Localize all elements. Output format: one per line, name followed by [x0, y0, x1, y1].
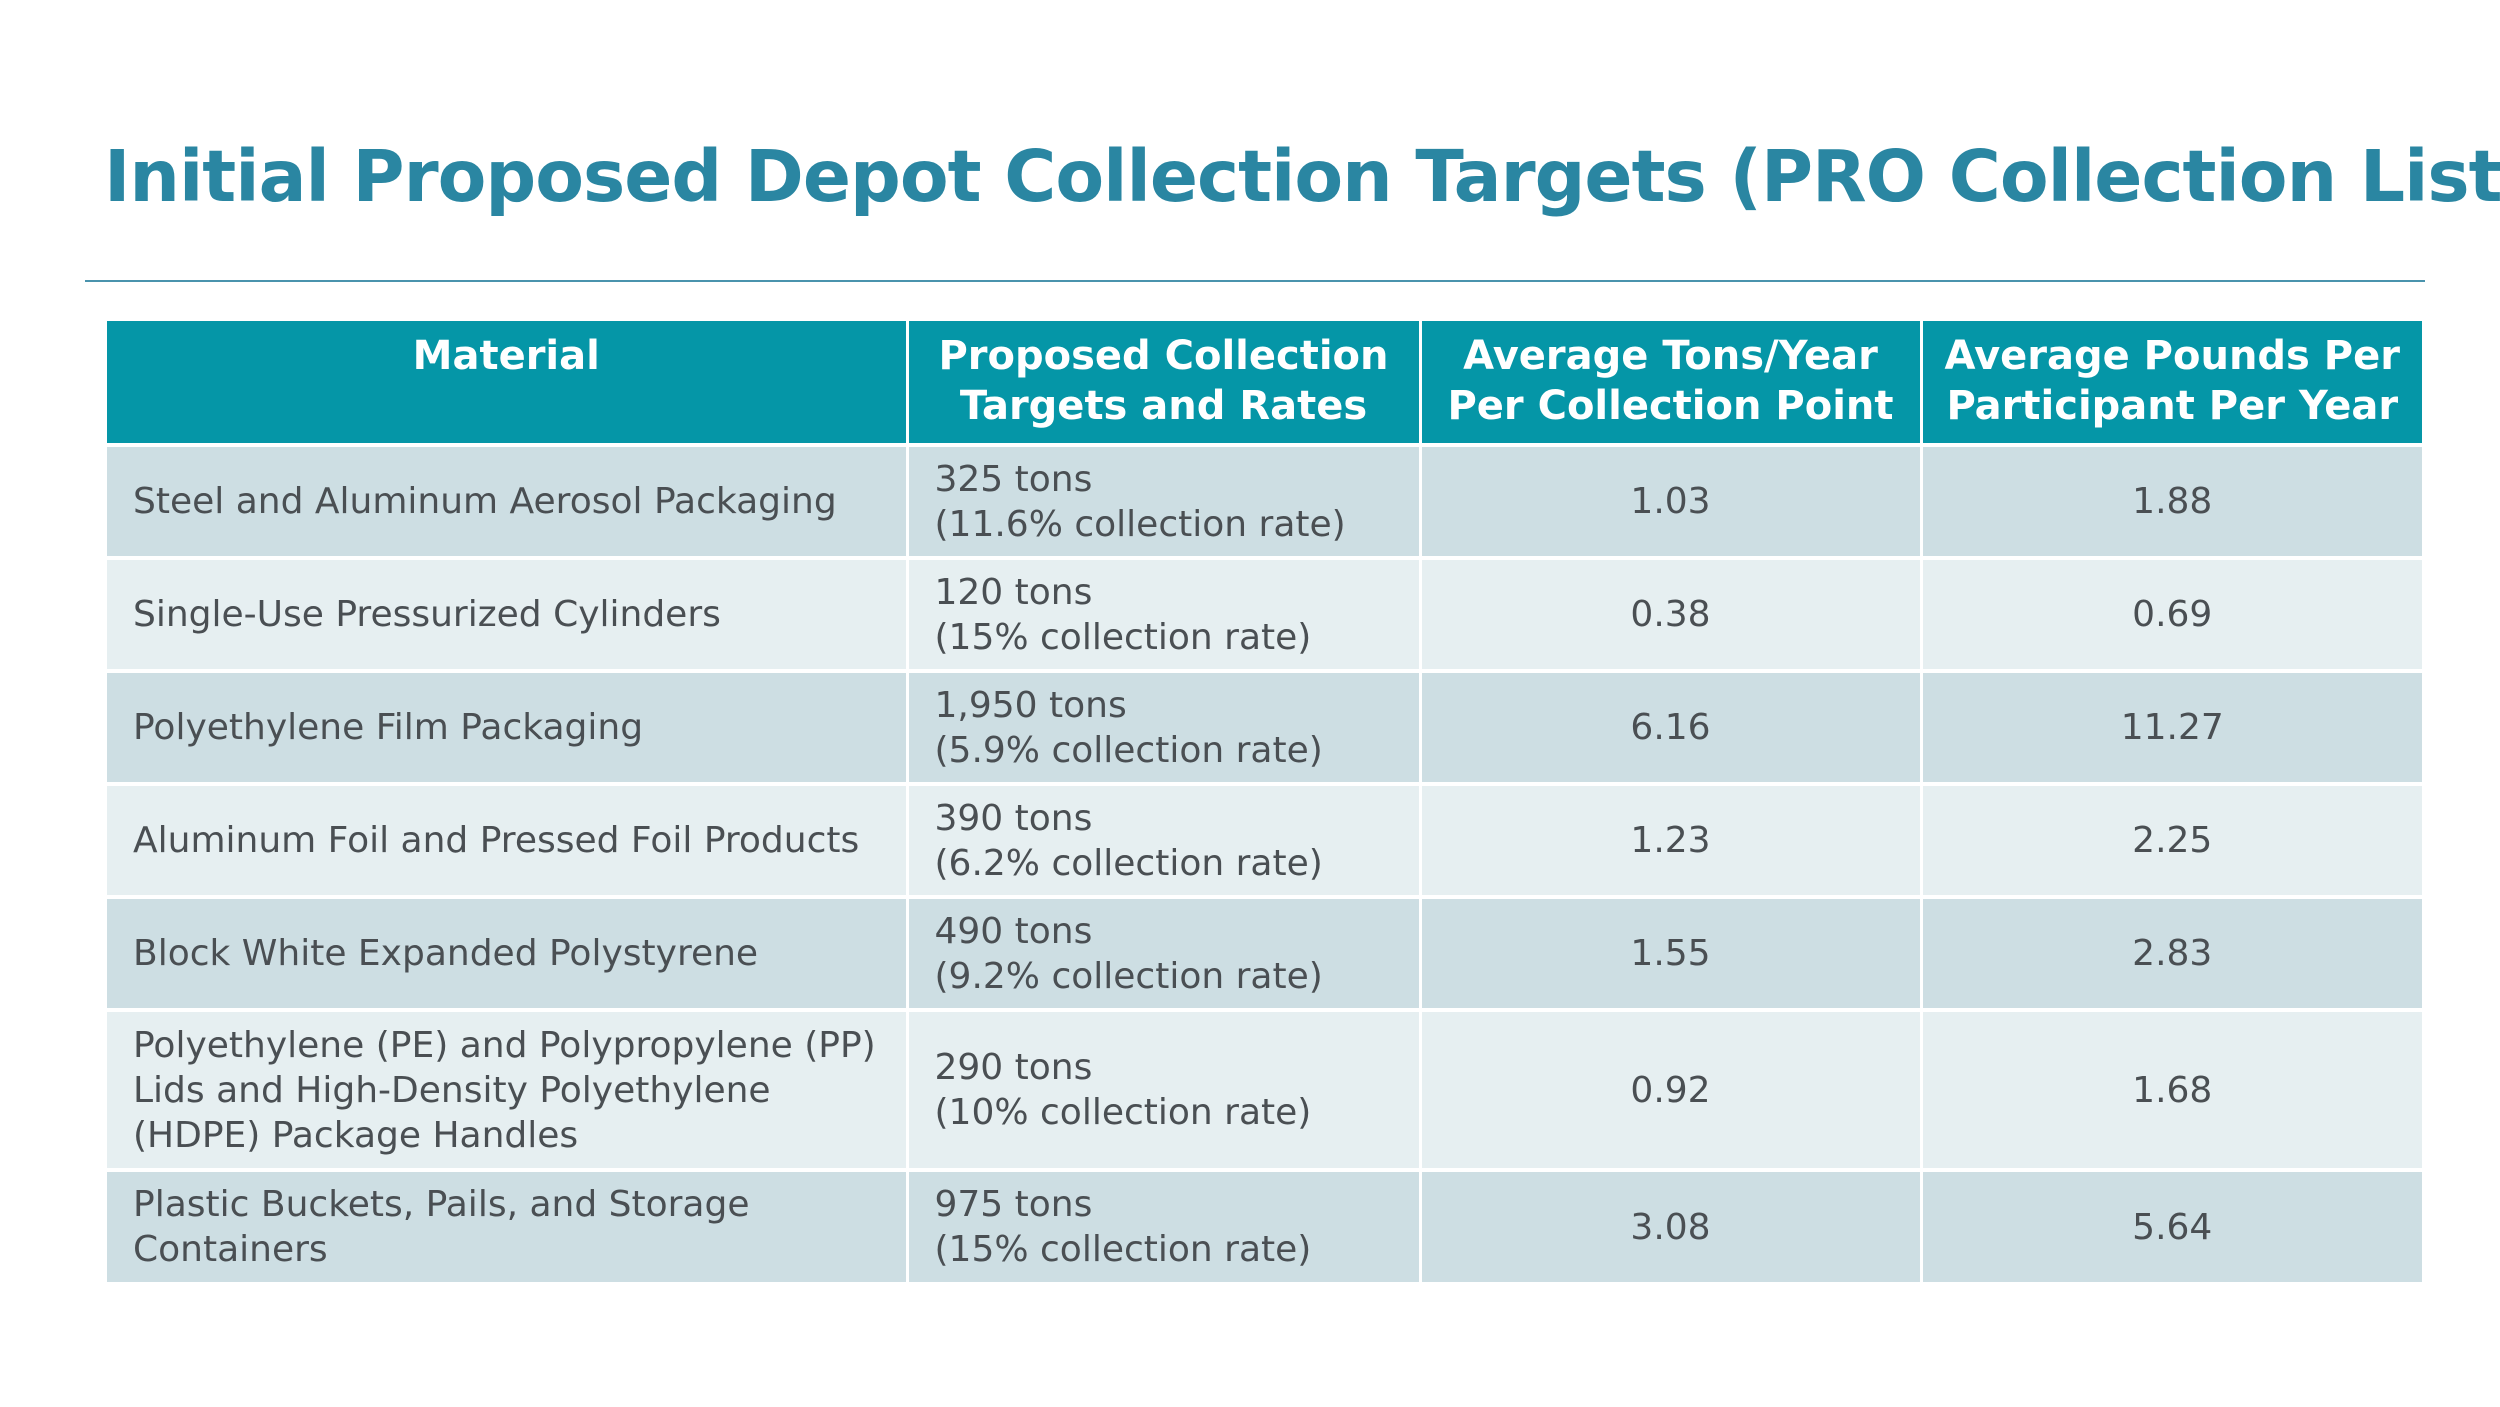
material-cell: Steel and Aluminum Aerosol Packaging	[107, 443, 909, 558]
material-cell: Polyethylene (PE) and Polypropylene (PP)…	[107, 1008, 909, 1170]
target-tons: 975 tons	[934, 1184, 1093, 1225]
table-row: Single-Use Pressurized Cylinders 120 ton…	[107, 556, 2422, 671]
target-cell: 1,950 tons (5.9% collection rate)	[907, 669, 1422, 784]
target-tons: 390 tons	[934, 797, 1093, 839]
table-row: Aluminum Foil and Pressed Foil Products …	[107, 782, 2422, 897]
avg-tons-cell: 1.55	[1420, 895, 1923, 1010]
target-tons: 1,950 tons	[934, 684, 1127, 726]
header-material: Material	[107, 321, 909, 445]
avg-tons-cell: 1.03	[1420, 443, 1923, 558]
table-row: Plastic Buckets, Pails, and Storage Cont…	[107, 1168, 2422, 1282]
target-rate: (15% collection rate)	[934, 1229, 1312, 1270]
target-rate: (5.9% collection rate)	[934, 729, 1323, 771]
avg-tons-cell: 3.08	[1420, 1168, 1923, 1282]
title-divider	[85, 280, 2425, 282]
target-rate: (9.2% collection rate)	[934, 955, 1323, 997]
avg-tons-cell: 1.23	[1420, 782, 1923, 897]
avg-tons-cell: 6.16	[1420, 669, 1923, 784]
avg-pounds-cell: 1.68	[1921, 1008, 2422, 1170]
table-row: Polyethylene Film Packaging 1,950 tons (…	[107, 669, 2422, 784]
target-tons: 325 tons	[934, 458, 1093, 500]
target-cell: 975 tons (15% collection rate)	[907, 1168, 1422, 1282]
header-proposed-targets: Proposed Collection Targets and Rates	[907, 321, 1422, 445]
target-cell: 325 tons (11.6% collection rate)	[907, 443, 1422, 558]
table-row: Steel and Aluminum Aerosol Packaging 325…	[107, 443, 2422, 558]
avg-pounds-cell: 1.88	[1921, 443, 2422, 558]
material-cell: Block White Expanded Polystyrene	[107, 895, 909, 1010]
avg-pounds-cell: 2.83	[1921, 895, 2422, 1010]
avg-tons-cell: 0.38	[1420, 556, 1923, 671]
target-tons: 490 tons	[934, 910, 1093, 952]
target-cell: 490 tons (9.2% collection rate)	[907, 895, 1422, 1010]
avg-pounds-cell: 11.27	[1921, 669, 2422, 784]
target-tons: 120 tons	[934, 571, 1093, 613]
table-row: Polyethylene (PE) and Polypropylene (PP)…	[107, 1008, 2422, 1170]
material-cell: Plastic Buckets, Pails, and Storage Cont…	[107, 1168, 909, 1282]
avg-tons-cell: 0.92	[1420, 1008, 1923, 1170]
material-cell: Single-Use Pressurized Cylinders	[107, 556, 909, 671]
material-cell: Aluminum Foil and Pressed Foil Products	[107, 782, 909, 897]
avg-pounds-cell: 2.25	[1921, 782, 2422, 897]
target-rate: (6.2% collection rate)	[934, 842, 1323, 884]
header-avg-pounds: Average Pounds Per Participant Per Year	[1921, 321, 2422, 445]
target-cell: 390 tons (6.2% collection rate)	[907, 782, 1422, 897]
target-rate: (10% collection rate)	[934, 1092, 1312, 1133]
page-title: Initial Proposed Depot Collection Target…	[104, 135, 2500, 218]
table-row: Block White Expanded Polystyrene 490 ton…	[107, 895, 2422, 1010]
header-avg-tons: Average Tons/Year Per Collection Point	[1420, 321, 1923, 445]
target-rate: (11.6% collection rate)	[934, 503, 1346, 545]
target-cell: 290 tons (10% collection rate)	[907, 1008, 1422, 1170]
avg-pounds-cell: 0.69	[1921, 556, 2422, 671]
target-tons: 290 tons	[934, 1047, 1093, 1088]
target-cell: 120 tons (15% collection rate)	[907, 556, 1422, 671]
table-header-row: Material Proposed Collection Targets and…	[107, 321, 2422, 445]
avg-pounds-cell: 5.64	[1921, 1168, 2422, 1282]
material-cell: Polyethylene Film Packaging	[107, 669, 909, 784]
target-rate: (15% collection rate)	[934, 616, 1312, 658]
collection-targets-table: Material Proposed Collection Targets and…	[107, 321, 2422, 1282]
